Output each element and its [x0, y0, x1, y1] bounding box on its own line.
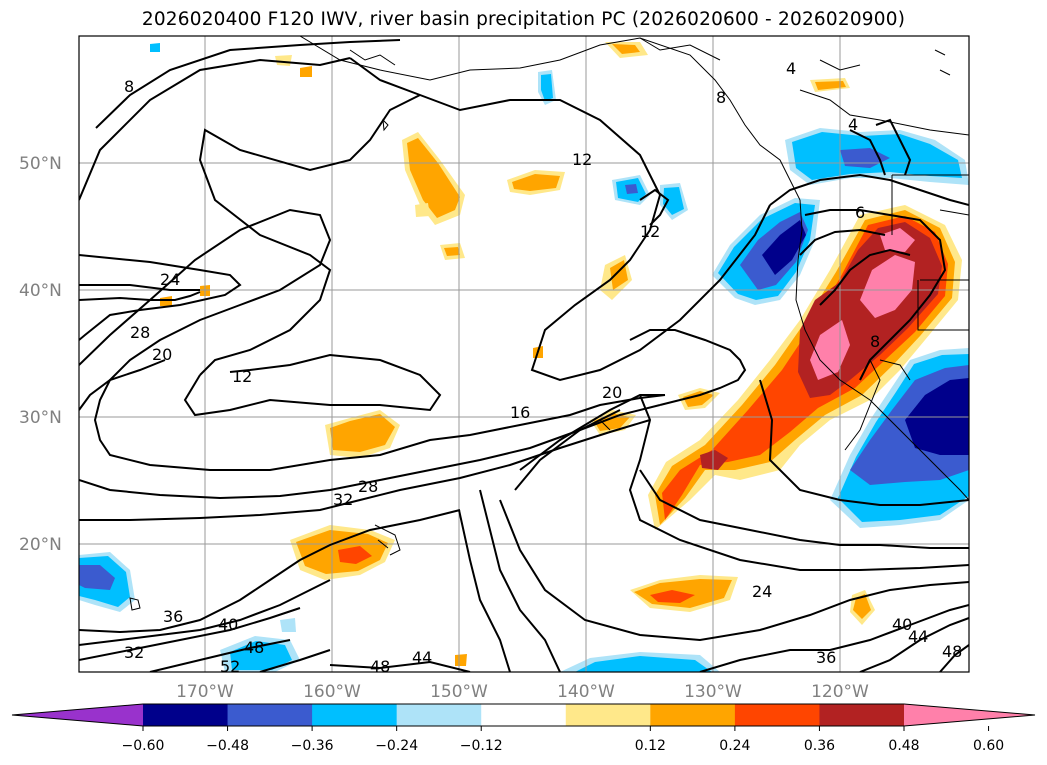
contour-label: 16: [510, 403, 530, 422]
contour-label: 8: [716, 88, 726, 107]
contour-label: 48: [942, 642, 962, 661]
lon-label: 130°W: [684, 682, 742, 702]
lon-label: 170°W: [176, 682, 234, 702]
contour-label: 20: [602, 383, 622, 402]
contour-labels: 8 12 12 12 16 20 20 24 24 28 28 32 32 36…: [124, 59, 962, 676]
colorbar-segment: [312, 704, 398, 726]
iwv-contours: [79, 39, 969, 672]
contour-label: 36: [816, 648, 836, 667]
lon-label: 150°W: [430, 682, 488, 702]
contour-label: 4: [848, 115, 858, 134]
colorbar-segment: [396, 704, 482, 726]
latitude-labels: 50°N 40°N 30°N 20°N: [19, 154, 62, 555]
plot-area: 8 12 12 12 16 20 20 24 24 28 28 32 32 36…: [79, 36, 969, 676]
colorbar-segment: [143, 704, 229, 726]
lon-label: 160°W: [303, 682, 361, 702]
contour-label: 6: [855, 203, 865, 222]
contour-label: 32: [333, 490, 353, 509]
contour-label: 8: [870, 332, 880, 351]
contour-label: 28: [358, 477, 378, 496]
colorbar-tick-label: 0.24: [719, 738, 750, 754]
colorbar-tick-label: −0.36: [291, 738, 334, 754]
colorbar-extend-min: [12, 704, 143, 726]
lon-label: 120°W: [811, 682, 869, 702]
colorbar-extend-max: [904, 704, 1035, 726]
contour-label: 40: [218, 615, 238, 634]
contour-label: 12: [232, 367, 252, 386]
colorbar: −0.60 −0.48 −0.36 −0.24 −0.12 0.12 0.24 0.36 0.4…: [11, 703, 1036, 754]
contour-label: 48: [244, 638, 264, 657]
colorbar-segment: [819, 704, 905, 726]
colorbar-tick-label: −0.24: [375, 738, 418, 754]
colorbar-tick-label: −0.48: [206, 738, 249, 754]
contour-label: 4: [786, 59, 796, 78]
graticule: [79, 36, 969, 672]
colorbar-tick-label: 0.36: [804, 738, 835, 754]
colorbar-tick-label: −0.12: [460, 738, 503, 754]
colorbar-segment: [650, 704, 736, 726]
plot-frame: [78, 35, 970, 673]
colorbar-tick-label: 0.48: [888, 738, 919, 754]
negative-patches: [79, 43, 969, 672]
lon-label: 140°W: [557, 682, 615, 702]
contour-label: 44: [412, 648, 432, 667]
lat-label: 40°N: [19, 281, 62, 301]
contour-label: 8: [124, 77, 134, 96]
lat-label: 20°N: [19, 535, 62, 555]
colorbar-tick-label: 0.12: [635, 738, 666, 754]
longitude-labels: 170°W 160°W 150°W 140°W 130°W 120°W: [176, 682, 869, 702]
contour-label: 28: [130, 323, 150, 342]
contour-label: 12: [640, 222, 660, 241]
lat-label: 30°N: [19, 408, 62, 428]
positive-plume: [648, 205, 962, 530]
contour-label: 52: [220, 657, 240, 676]
colorbar-segment: [227, 704, 313, 726]
contour-label: 24: [160, 270, 180, 289]
contour-label: 48: [370, 657, 390, 676]
contour-label: 20: [152, 345, 172, 364]
colorbar-tick-label: 0.60: [973, 738, 1004, 754]
colorbar-segment: [481, 704, 567, 726]
contour-label: 36: [163, 607, 183, 626]
colorbar-segment: [565, 704, 651, 726]
contour-label: 12: [572, 150, 592, 169]
colorbar-tick-label: −0.60: [122, 738, 165, 754]
contour-label: 40: [892, 615, 912, 634]
coastlines: [129, 36, 969, 611]
contour-label: 24: [752, 582, 772, 601]
contour-label: 32: [124, 643, 144, 662]
contour-label: 44: [908, 627, 928, 646]
map-title: 2026020400 F120 IWV, river basin precipi…: [141, 9, 906, 30]
lat-label: 50°N: [19, 154, 62, 174]
colorbar-segment: [734, 704, 820, 726]
